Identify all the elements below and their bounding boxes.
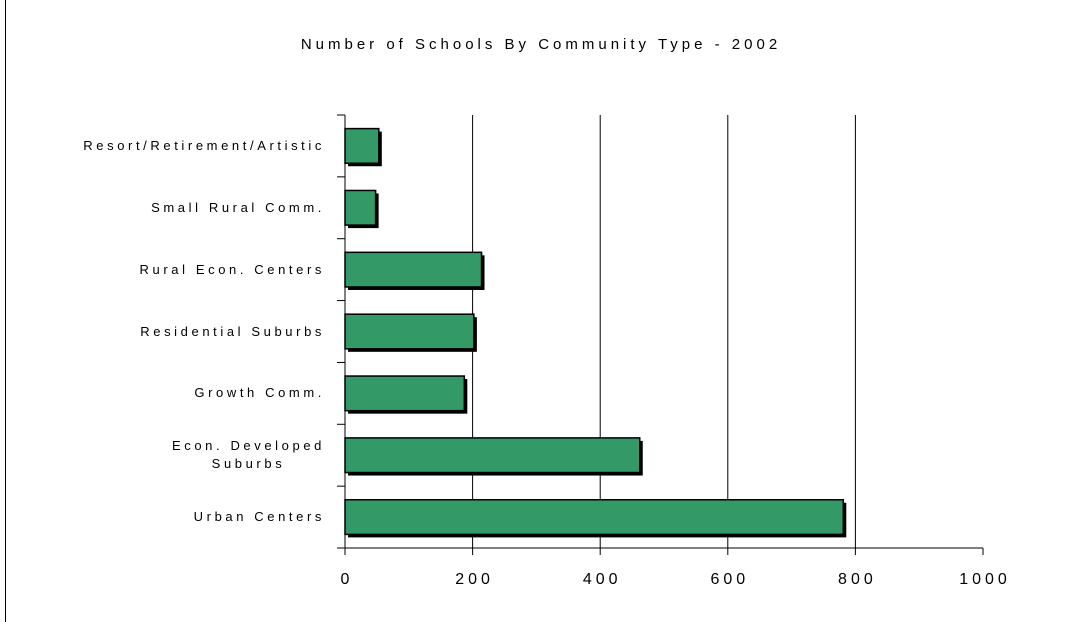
bar: [344, 313, 475, 350]
bar: [344, 437, 641, 474]
x-tick-label: 0: [341, 571, 354, 588]
bar: [344, 375, 466, 412]
x-tick-label: 600: [710, 571, 749, 588]
x-tick-label: 1000: [959, 571, 1011, 588]
x-tick-label: 200: [455, 571, 494, 588]
bar: [344, 127, 380, 164]
frame: [5, 0, 6, 622]
y-tick-label: Urban Centers: [193, 509, 325, 525]
y-tick-label: Growth Comm.: [194, 385, 325, 401]
x-tick-label: 800: [838, 571, 877, 588]
bar: [344, 499, 845, 536]
y-tick-label: Resort/Retirement/Artistic: [83, 137, 325, 153]
x-tick-label: 400: [583, 571, 622, 588]
chart-title: Number of Schools By Community Type - 20…: [301, 36, 781, 53]
y-tick-label: Rural Econ. Centers: [139, 261, 325, 277]
y-tick-label: Econ. Developed Suburbs: [171, 438, 325, 472]
bar: [344, 251, 483, 288]
y-tick-label: Small Rural Comm.: [151, 199, 325, 215]
bar: [344, 189, 377, 226]
y-tick-label: Residential Suburbs: [140, 323, 325, 339]
